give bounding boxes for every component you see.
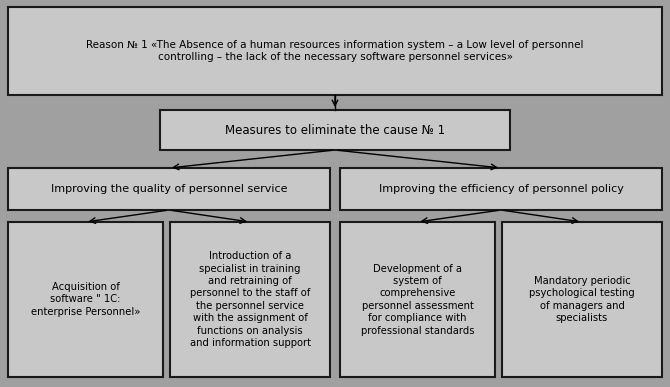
Bar bbox=[8, 7, 662, 95]
Bar bbox=[160, 110, 510, 150]
Text: Development of a
system of
comprehensive
personnel assessment
for compliance wit: Development of a system of comprehensive… bbox=[360, 264, 474, 336]
Bar bbox=[8, 222, 163, 377]
Bar bbox=[502, 222, 662, 377]
Text: Improving the quality of personnel service: Improving the quality of personnel servi… bbox=[51, 184, 287, 194]
Bar bbox=[340, 168, 662, 210]
Text: Improving the efficiency of personnel policy: Improving the efficiency of personnel po… bbox=[379, 184, 624, 194]
Bar bbox=[170, 222, 330, 377]
Text: Acquisition of
software " 1C:
enterprise Personnel»: Acquisition of software " 1C: enterprise… bbox=[31, 282, 140, 317]
Text: Measures to eliminate the cause № 1: Measures to eliminate the cause № 1 bbox=[225, 123, 445, 137]
Text: Introduction of a
specialist in training
and retraining of
personnel to the staf: Introduction of a specialist in training… bbox=[190, 251, 310, 348]
Bar bbox=[8, 168, 330, 210]
Text: Reason № 1 «The Absence of a human resources information system – a Low level of: Reason № 1 «The Absence of a human resou… bbox=[86, 40, 584, 62]
Bar bbox=[340, 222, 495, 377]
Text: Mandatory periodic
psychological testing
of managers and
specialists: Mandatory periodic psychological testing… bbox=[529, 276, 635, 323]
